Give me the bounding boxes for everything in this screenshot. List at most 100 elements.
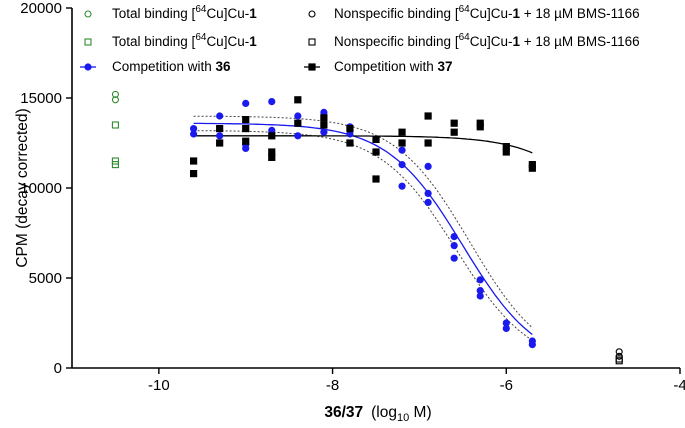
data-point	[398, 128, 406, 136]
data-point	[424, 139, 432, 147]
data-point	[111, 90, 119, 98]
data-point	[242, 125, 250, 133]
legend-label-text: Competition with	[112, 59, 216, 74]
legend-label-isotope: 64	[459, 4, 471, 15]
data-point	[372, 135, 380, 143]
legend-label-text: Nonspecific binding [	[334, 34, 459, 49]
data-point	[450, 242, 458, 250]
legend-label-isotope: 64	[195, 32, 207, 43]
legend-label-text: Competition with	[334, 59, 438, 74]
data-point	[476, 123, 484, 131]
x-axis-label: 36/37 (log10 M)	[324, 404, 431, 424]
x-axis-label-unit: M)	[409, 404, 431, 421]
data-point	[320, 128, 328, 136]
legend-marker	[308, 63, 316, 71]
legend-marker	[84, 10, 92, 18]
legend-label-compound: 1	[249, 34, 257, 49]
legend-label: Total binding [64Cu]Cu-1	[112, 32, 257, 49]
data-point	[372, 148, 380, 156]
legend-label: Nonspecific binding [64Cu]Cu-1 + 18 µM B…	[334, 4, 640, 21]
data-point	[294, 119, 302, 127]
data-point	[615, 357, 623, 365]
data-point	[242, 137, 250, 145]
data-point	[111, 121, 119, 129]
legend-label-text: Nonspecific binding [	[334, 6, 459, 21]
data-point	[398, 161, 406, 169]
data-point	[111, 157, 119, 165]
data-point	[294, 96, 302, 104]
x-tick-label: -4	[673, 377, 685, 394]
legend-marker	[84, 63, 92, 71]
data-points	[111, 90, 623, 365]
legend-label: Nonspecific binding [64Cu]Cu-1 + 18 µM B…	[334, 32, 640, 49]
data-point	[502, 319, 510, 327]
data-point	[424, 198, 432, 206]
data-point	[450, 233, 458, 241]
data-point	[242, 99, 250, 107]
data-point	[320, 121, 328, 129]
tick-marks: -10 -8 -6 -4 0 5000 10000 15000 20000	[20, 0, 685, 394]
data-point	[216, 125, 224, 133]
data-point	[320, 114, 328, 122]
data-point	[216, 132, 224, 140]
data-point	[111, 96, 119, 104]
legend-label: Competition with 36	[112, 59, 231, 74]
data-point	[398, 182, 406, 190]
data-point	[398, 139, 406, 147]
data-point	[190, 157, 198, 165]
legend-label-text: Cu]Cu-	[470, 34, 513, 49]
y-tick-label: 15000	[20, 90, 62, 107]
data-point	[294, 132, 302, 140]
data-point	[476, 287, 484, 295]
legend-label: Competition with 37	[334, 59, 453, 74]
legend-entry: Competition with 37	[304, 59, 453, 74]
legend-label-compound: 1	[512, 34, 520, 49]
legend-marker	[84, 38, 92, 46]
legend-label-text: + 18 µM BMS-1166	[520, 6, 640, 21]
legend-entry: Nonspecific binding [64Cu]Cu-1 + 18 µM B…	[308, 32, 640, 49]
legend-label: Total binding [64Cu]Cu-1	[112, 4, 257, 21]
data-point	[398, 146, 406, 154]
legend-entry: Nonspecific binding [64Cu]Cu-1 + 18 µM B…	[308, 4, 640, 21]
data-point	[294, 112, 302, 120]
legend-label-compound: 1	[512, 6, 520, 21]
data-point	[111, 161, 119, 169]
data-point	[615, 348, 623, 356]
y-tick-label: 5000	[29, 270, 62, 287]
curve-layer	[193, 115, 533, 341]
x-axis-label-log: (log	[371, 404, 397, 421]
legend-label-text: Total binding [	[112, 6, 196, 21]
data-point	[190, 130, 198, 138]
data-point	[190, 170, 198, 178]
fit-curve-36	[193, 122, 533, 336]
legend-label-text: Total binding [	[112, 34, 196, 49]
data-point	[476, 276, 484, 284]
x-axis-label-compounds: 36/37	[324, 404, 363, 421]
fit-curve-37	[193, 135, 533, 154]
y-tick-label: 10000	[20, 180, 62, 197]
data-point	[528, 341, 536, 349]
legend-label-compound: 37	[438, 59, 453, 74]
data-point	[424, 189, 432, 197]
data-point	[346, 139, 354, 147]
legend-entry: Total binding [64Cu]Cu-1	[84, 32, 257, 49]
x-tick-label: -8	[326, 377, 339, 394]
data-point	[372, 175, 380, 183]
legend-label-compound: 36	[216, 59, 232, 74]
data-point	[268, 153, 276, 161]
data-point	[216, 139, 224, 147]
legend-entry: Competition with 36	[80, 59, 231, 74]
data-point	[424, 162, 432, 170]
data-point	[346, 125, 354, 133]
legend-label-text: Cu]Cu-	[206, 34, 249, 49]
y-tick-label: 20000	[20, 0, 62, 17]
x-tick-label: -6	[500, 377, 513, 394]
data-point	[242, 144, 250, 152]
data-point	[424, 112, 432, 120]
data-point	[502, 143, 510, 151]
data-point	[450, 128, 458, 136]
data-point	[268, 98, 276, 106]
legend: Total binding [64Cu]Cu-1 Nonspecific bind…	[80, 4, 640, 74]
legend-label-isotope: 64	[195, 4, 207, 15]
